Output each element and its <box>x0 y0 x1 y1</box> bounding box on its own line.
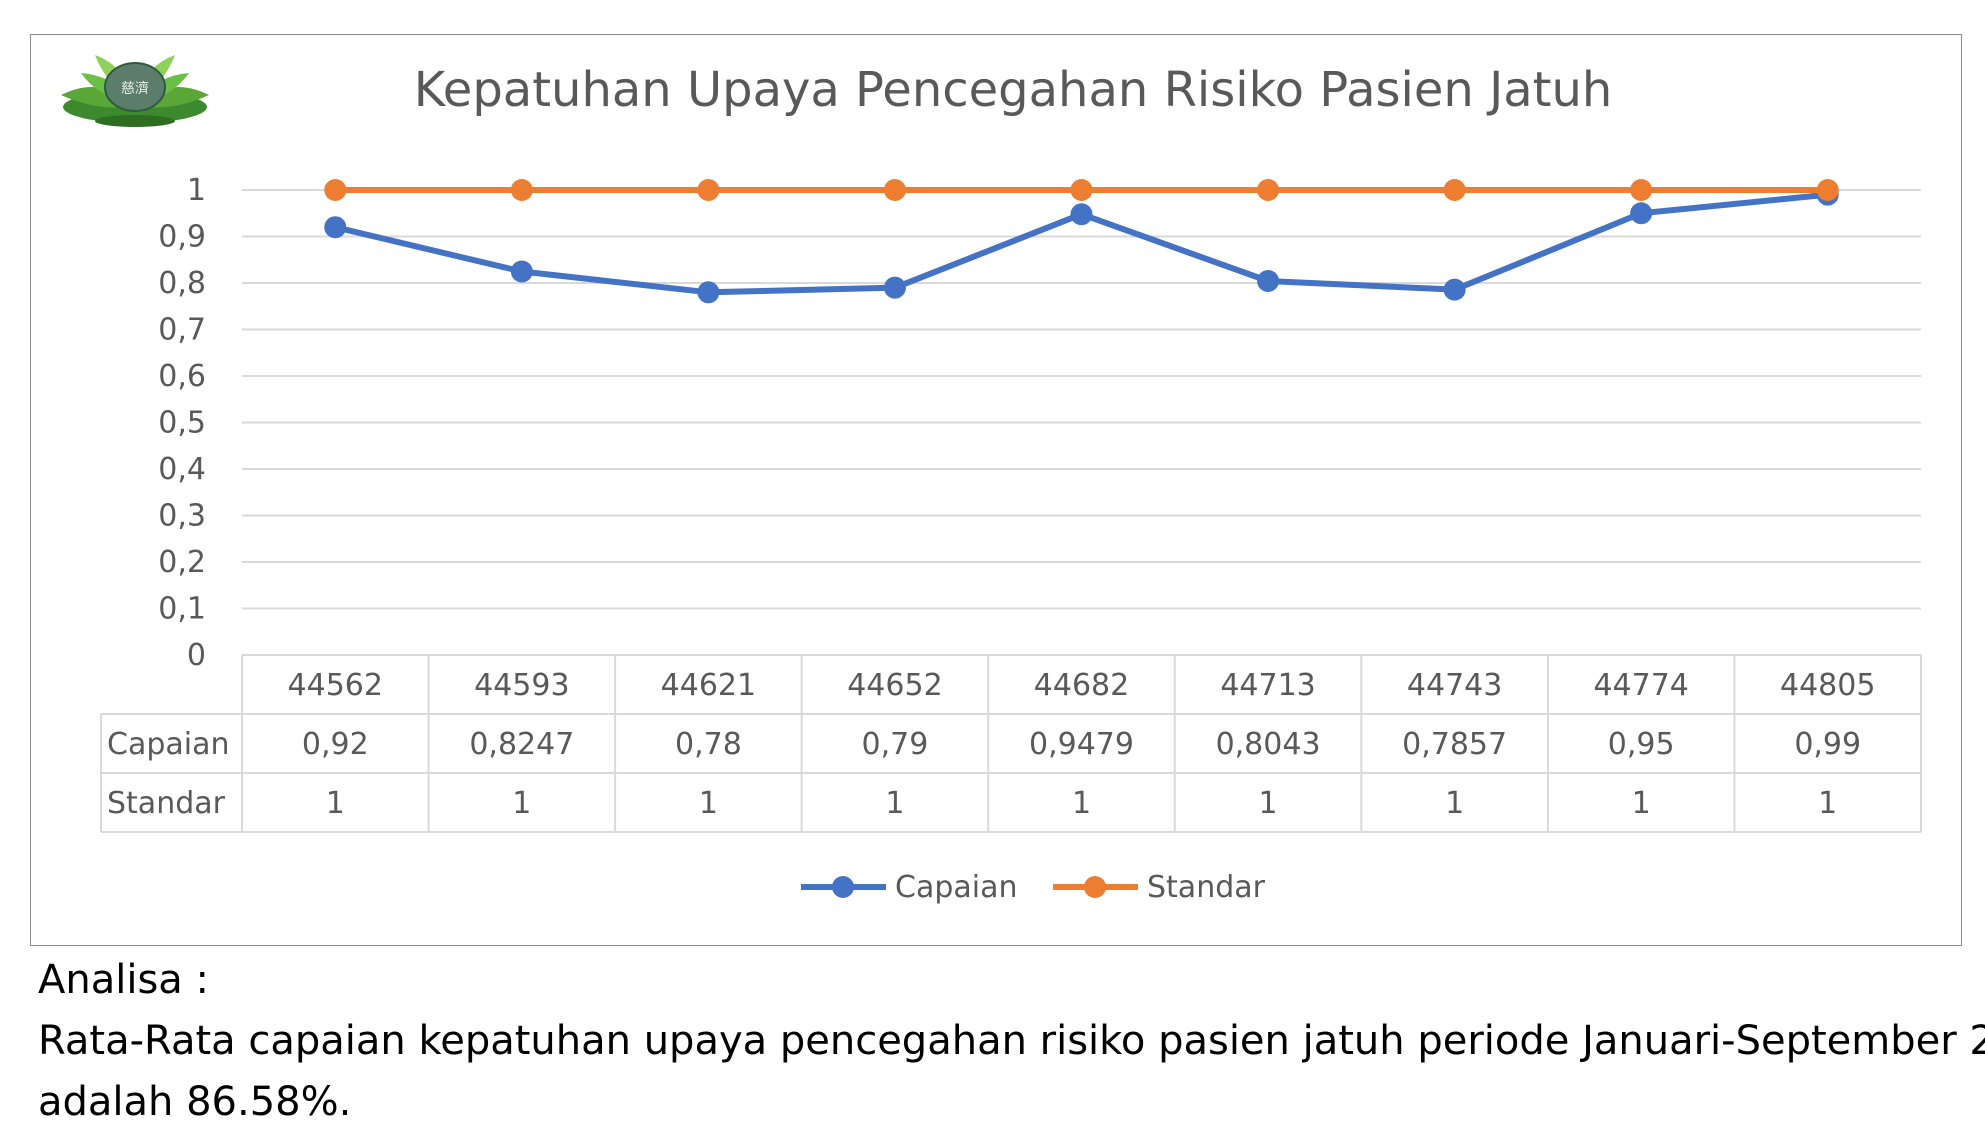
y-tick-label: 0,7 <box>158 313 206 348</box>
table-cell-value: 0,8247 <box>469 727 574 762</box>
data-point-capaian <box>1443 278 1466 301</box>
data-point-standar <box>1630 179 1653 201</box>
data-point-standar <box>1816 179 1839 201</box>
table-cell-value: 0,9479 <box>1029 727 1134 762</box>
data-point-standar <box>324 179 347 201</box>
table-cell-value: 1 <box>699 786 718 821</box>
chart-area: 慈濟 Kepatuhan Upaya Pencegahan Risiko Pas… <box>61 55 1922 905</box>
data-point-standar <box>697 179 720 201</box>
y-axis-ticks: 0 0,1 0,2 0,3 0,4 0,5 0,6 0,7 0,8 0,9 1 <box>158 173 206 673</box>
table-cell-value: 0,8043 <box>1216 727 1321 762</box>
data-point-standar <box>1070 179 1093 201</box>
data-point-capaian <box>697 281 720 304</box>
table-cell-value: 0,95 <box>1608 727 1675 762</box>
x-category-label: 44682 <box>1034 668 1129 703</box>
table-cell-value: 1 <box>326 786 345 821</box>
table-cell-value: 0,99 <box>1794 727 1861 762</box>
y-tick-label: 0,9 <box>158 220 206 255</box>
analysis-heading: Analisa : <box>38 957 209 1003</box>
x-category-label: 44805 <box>1780 668 1875 703</box>
analysis-section: Analisa : Rata-Rata capaian kepatuhan up… <box>38 950 1985 1133</box>
y-tick-label: 0,5 <box>158 406 206 441</box>
table-cell-value: 1 <box>1259 786 1278 821</box>
x-category-label: 44562 <box>288 668 383 703</box>
table-cell-value: 1 <box>1818 786 1837 821</box>
data-table: 44562 44593 44621 44652 44682 44713 44743 44774… <box>100 654 1922 833</box>
data-point-capaian <box>1630 202 1653 225</box>
table-cell-value: 1 <box>1072 786 1091 821</box>
chart-title: Kepatuhan Upaya Pencegahan Risiko Pasien… <box>414 62 1613 118</box>
table-cell-value: 0,92 <box>302 727 369 762</box>
legend-label: Standar <box>1147 870 1266 905</box>
y-tick-label: 1 <box>187 173 206 208</box>
table-cell-value: 1 <box>512 786 531 821</box>
y-tick-label: 0,4 <box>158 452 206 487</box>
y-tick-label: 0,1 <box>158 592 206 627</box>
x-category-label: 44621 <box>661 668 756 703</box>
table-cell-value: 0,7857 <box>1402 727 1507 762</box>
plot-lines <box>324 179 1839 304</box>
svg-text:慈濟: 慈濟 <box>121 81 149 97</box>
y-tick-label: 0,8 <box>158 266 206 301</box>
x-category-label: 44774 <box>1593 668 1688 703</box>
analysis-line-2: adalah 86.58%. <box>38 1079 352 1125</box>
x-category-label: 44743 <box>1407 668 1502 703</box>
data-point-standar <box>510 179 533 201</box>
data-point-capaian <box>1257 270 1280 293</box>
x-category-label: 44713 <box>1220 668 1315 703</box>
data-point-capaian <box>510 260 533 283</box>
legend: Capaian Standar <box>801 870 1266 905</box>
table-row-header: Capaian <box>107 727 230 762</box>
table-cell-value: 0,79 <box>862 727 929 762</box>
table-cell-value: 1 <box>1632 786 1651 821</box>
data-point-capaian <box>883 276 906 299</box>
y-tick-label: 0,3 <box>158 499 206 534</box>
legend-marker <box>832 876 854 898</box>
data-point-standar <box>1443 179 1466 201</box>
x-category-label: 44593 <box>474 668 569 703</box>
data-point-capaian <box>324 216 347 239</box>
table-cell-value: 1 <box>885 786 904 821</box>
table-cell-value: 1 <box>1445 786 1464 821</box>
legend-marker <box>1084 876 1106 898</box>
table-cell-value: 0,78 <box>675 727 742 762</box>
table-row-header: Standar <box>107 786 226 821</box>
analysis-line-1: Rata-Rata capaian kepatuhan upaya penceg… <box>38 1018 1985 1064</box>
y-tick-label: 0 <box>187 638 206 673</box>
legend-label: Capaian <box>895 870 1018 905</box>
gridlines <box>242 189 1921 656</box>
y-tick-label: 0,2 <box>158 545 206 580</box>
data-point-capaian <box>1070 203 1093 226</box>
lotus-emblem-icon: 慈濟 <box>61 55 209 127</box>
data-point-standar <box>1257 179 1280 201</box>
data-point-standar <box>883 179 906 201</box>
chart-frame: 慈濟 Kepatuhan Upaya Pencegahan Risiko Pas… <box>30 34 1962 946</box>
y-tick-label: 0,6 <box>158 359 206 394</box>
x-category-label: 44652 <box>847 668 942 703</box>
